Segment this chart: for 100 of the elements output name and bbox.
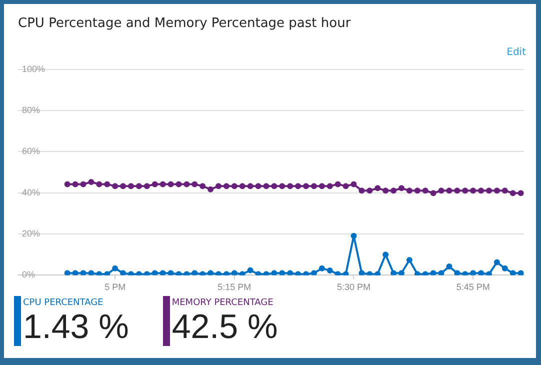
- x-tick-label: 5:45 PM: [456, 282, 490, 292]
- point: [438, 270, 444, 276]
- point: [318, 265, 325, 272]
- point: [494, 259, 500, 266]
- point: [208, 186, 214, 192]
- point: [208, 270, 214, 276]
- text: MEMORY PERCENTAGE: [172, 298, 274, 308]
- point: [398, 270, 404, 276]
- point: [295, 183, 302, 190]
- x-tick-label: 5:15 PM: [218, 282, 252, 292]
- point: [303, 183, 310, 190]
- point: [152, 181, 158, 188]
- point: [160, 270, 166, 276]
- y-tick-label: 20%: [22, 228, 40, 239]
- point: [406, 256, 412, 263]
- point: [446, 188, 452, 194]
- point: [80, 181, 86, 188]
- point: [486, 188, 492, 194]
- point: [374, 185, 381, 192]
- point: [430, 270, 436, 276]
- point: [104, 181, 110, 188]
- point: [382, 252, 389, 258]
- point: [279, 270, 286, 276]
- text: Edit: [506, 47, 526, 58]
- point: [255, 183, 262, 190]
- point: [192, 270, 198, 276]
- point: [279, 183, 286, 190]
- text: CPU PERCENTAGE: [23, 298, 104, 308]
- y-tick-label: 100%: [22, 64, 46, 74]
- point: [200, 183, 206, 190]
- point: [112, 265, 118, 272]
- y-tick-label: 40%: [22, 187, 40, 198]
- point: [72, 181, 78, 188]
- point: [510, 190, 516, 196]
- point: [215, 183, 222, 190]
- point: [96, 181, 102, 188]
- point: [366, 188, 373, 194]
- point: [152, 270, 158, 276]
- point: [271, 183, 278, 190]
- point: [326, 267, 333, 274]
- point: [223, 183, 230, 190]
- point: [144, 183, 150, 190]
- point: [446, 264, 452, 270]
- point: [430, 190, 436, 196]
- point: [462, 188, 468, 194]
- point: [478, 270, 484, 276]
- point: [263, 183, 270, 190]
- point: [422, 188, 428, 194]
- point: [358, 270, 365, 276]
- point: [326, 183, 333, 190]
- point: [80, 270, 86, 276]
- point: [128, 183, 134, 190]
- point: [382, 188, 389, 194]
- point: [478, 188, 484, 194]
- point: [310, 183, 317, 190]
- text: 42.5 %: [172, 308, 278, 346]
- point: [88, 178, 94, 185]
- point: [160, 181, 166, 188]
- point: [88, 270, 94, 276]
- point: [358, 188, 365, 194]
- point: [64, 270, 70, 276]
- point: [454, 188, 460, 194]
- point: [438, 188, 444, 194]
- chart-title: CPU Percentage and Memory Percentage past hour: [18, 16, 351, 31]
- point: [112, 183, 118, 190]
- point: [271, 270, 278, 276]
- point: [287, 270, 294, 276]
- point: [310, 270, 317, 276]
- point: [342, 183, 349, 190]
- point: [494, 188, 500, 194]
- point: [168, 181, 174, 188]
- x-tick-label: 5:30 PM: [336, 282, 371, 292]
- x-tick-label: 5 PM: [104, 282, 126, 292]
- point: [502, 188, 508, 194]
- point: [176, 181, 182, 188]
- text: 1.43 %: [23, 308, 129, 346]
- point: [350, 232, 357, 239]
- point: [518, 270, 524, 276]
- point: [64, 181, 70, 188]
- point: [72, 270, 78, 276]
- point: [247, 183, 254, 190]
- point: [350, 181, 357, 188]
- point: [518, 190, 524, 196]
- point: [231, 183, 238, 190]
- point: [398, 185, 404, 192]
- point: [454, 270, 460, 276]
- point: [247, 267, 254, 274]
- point: [414, 188, 420, 194]
- point: [502, 265, 508, 272]
- point: [136, 183, 142, 190]
- point: [231, 270, 238, 276]
- point: [120, 183, 126, 190]
- point: [120, 270, 126, 276]
- y-tick-label: 80%: [22, 105, 40, 116]
- point: [168, 270, 174, 276]
- point: [287, 183, 294, 190]
- point: [470, 270, 476, 276]
- point: [390, 188, 397, 194]
- y-tick-label: 60%: [22, 146, 40, 156]
- point: [510, 270, 516, 276]
